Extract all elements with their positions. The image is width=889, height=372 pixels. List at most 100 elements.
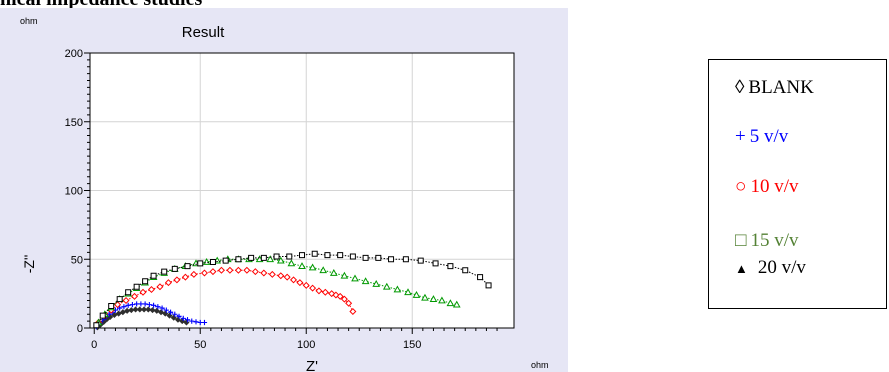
triangle-icon: ▲ <box>735 261 748 276</box>
point-blank <box>132 306 139 313</box>
point-20-v-v <box>197 260 204 267</box>
point-15-v-v <box>421 293 429 301</box>
point-5-v-v <box>189 318 195 324</box>
point-10-v-v <box>139 288 147 296</box>
point-20-v-v <box>311 250 318 257</box>
point-blank <box>145 306 152 313</box>
point-20-v-v <box>337 252 344 259</box>
point-20-v-v <box>248 254 255 261</box>
point-5-v-v <box>172 311 178 317</box>
legend-item-15: □ 15 v/v <box>735 230 799 252</box>
point-10-v-v <box>296 279 304 287</box>
point-15-v-v <box>393 285 402 293</box>
point-20-v-v <box>222 257 229 264</box>
point-10-v-v <box>340 295 348 303</box>
point-20-v-v <box>432 260 439 267</box>
point-blank <box>136 306 143 313</box>
point-15-v-v <box>372 279 381 287</box>
point-20-v-v <box>209 259 216 265</box>
y-tick-label: 200 <box>65 48 83 60</box>
point-20-v-v <box>171 265 178 272</box>
point-20-v-v <box>462 267 469 274</box>
y-axis-label: -Z'' <box>21 255 37 274</box>
point-15-v-v <box>319 266 328 274</box>
x-unit-label: ohm <box>531 360 549 370</box>
point-10-v-v <box>226 266 234 274</box>
point-5-v-v <box>201 319 208 326</box>
point-15-v-v <box>266 255 275 263</box>
point-10-v-v <box>147 285 155 294</box>
point-15-v-v <box>351 274 359 282</box>
point-20-v-v <box>142 278 149 285</box>
point-15-v-v <box>452 300 461 308</box>
point-20-v-v <box>125 289 132 296</box>
point-10-v-v <box>156 283 164 291</box>
point-20-v-v <box>260 254 267 261</box>
point-5-v-v <box>159 305 165 311</box>
point-10-v-v <box>234 266 242 274</box>
point-20-v-v <box>116 296 123 303</box>
legend-item-blank: ◊ BLANK <box>735 77 814 99</box>
point-15-v-v <box>438 296 446 304</box>
point-10-v-v <box>328 290 336 298</box>
point-20-v-v <box>161 268 168 275</box>
chart-title: Result <box>182 24 225 41</box>
point-15-v-v <box>340 271 349 279</box>
point-20-v-v <box>477 274 484 281</box>
point-20-v-v <box>349 253 356 260</box>
y-tick-label: 100 <box>65 186 83 198</box>
point-10-v-v <box>217 266 225 274</box>
legend-label: 10 v/v <box>750 176 799 197</box>
legend-item-5: +5 v/v <box>735 126 788 148</box>
point-5-v-v <box>117 305 123 311</box>
point-20-v-v <box>388 256 395 263</box>
point-20-v-v <box>485 282 492 289</box>
circle-icon: ○ <box>735 176 747 197</box>
point-20-v-v <box>402 256 409 263</box>
x-tick-label: 0 <box>91 339 97 351</box>
y-tick-label: 0 <box>77 323 83 335</box>
point-15-v-v <box>382 282 391 290</box>
x-tick-label: 150 <box>403 339 421 351</box>
point-20-v-v <box>375 254 382 261</box>
point-blank <box>149 307 156 314</box>
y-tick-label: 50 <box>71 254 83 266</box>
point-5-v-v <box>167 309 174 315</box>
impedance-plot: Result ohm ohm Z' -Z'' 0 50 100 150 0 50 100 15… <box>20 16 549 372</box>
point-5-v-v <box>142 301 148 307</box>
point-5-v-v <box>106 311 112 317</box>
legend-label: BLANK <box>748 77 814 98</box>
legend-label: 5 v/v <box>749 126 789 147</box>
x-tick-label: 100 <box>297 339 315 351</box>
point-5-v-v <box>176 313 182 319</box>
point-10-v-v <box>209 268 217 276</box>
point-20-v-v <box>133 283 140 290</box>
diamond-icon: ◊ <box>735 77 745 98</box>
point-10-v-v <box>336 292 344 300</box>
point-10-v-v <box>251 268 259 276</box>
point-10-v-v <box>321 288 329 296</box>
point-15-v-v <box>308 263 317 271</box>
page-heading: nical impedance studies <box>0 0 202 11</box>
point-5-v-v <box>180 315 186 321</box>
point-15-v-v <box>412 290 421 298</box>
point-15-v-v <box>329 268 338 276</box>
point-20-v-v <box>299 252 305 259</box>
x-tick-label: 50 <box>194 339 206 351</box>
point-20-v-v <box>235 256 242 263</box>
point-15-v-v <box>361 277 370 285</box>
point-10-v-v <box>345 299 353 307</box>
legend-label: 15 v/v <box>750 230 799 251</box>
point-10-v-v <box>309 284 317 292</box>
legend-box: ◊ BLANK +5 v/v ○ 10 v/v □ 15 v/v ▲ 20 v/v <box>708 59 887 309</box>
point-10-v-v <box>181 273 189 281</box>
point-10-v-v <box>122 296 130 305</box>
point-15-v-v <box>287 259 296 267</box>
series-line-20-v-v <box>95 253 489 326</box>
plus-icon: + <box>735 126 746 147</box>
point-10-v-v <box>131 292 139 300</box>
point-5-v-v <box>155 304 161 310</box>
point-20-v-v <box>447 263 454 270</box>
point-5-v-v <box>193 319 199 325</box>
point-10-v-v <box>349 307 357 316</box>
